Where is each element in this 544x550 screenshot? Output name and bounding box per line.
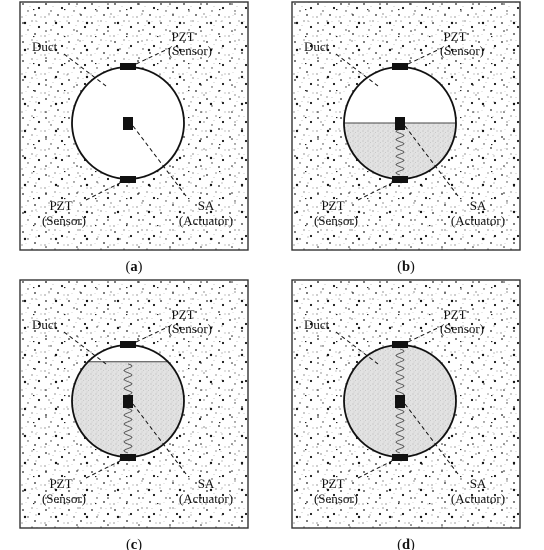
duct-leader xyxy=(335,331,379,365)
stress-wave-path xyxy=(123,363,133,454)
pzt-bottom-label: PZT xyxy=(321,476,344,491)
pzt-top-label: PZT xyxy=(443,29,466,44)
pzt-bottom-leader xyxy=(357,182,393,201)
pzt-bottom-leader xyxy=(85,182,121,201)
panel-d: DuctPZT(Sensor)PZT(Sensor)SA(Actuator)(d… xyxy=(291,279,521,550)
pzt-sensor-top xyxy=(120,341,136,348)
caption-d: (d) xyxy=(397,537,415,550)
pzt-top-label: PZT xyxy=(443,307,466,322)
panel-b: DuctPZT(Sensor)PZT(Sensor)SA(Actuator)(b… xyxy=(291,1,521,275)
pzt-sensor-bottom xyxy=(120,176,136,183)
stress-wave-path xyxy=(395,124,405,176)
duct-label: Duct xyxy=(304,39,330,54)
pzt-top-sensor-label: (Sensor) xyxy=(440,321,484,336)
sa-actuator xyxy=(123,117,133,130)
pzt-top-leader xyxy=(407,47,443,65)
sa-actuator-label: (Actuator) xyxy=(179,213,233,228)
duct-leader xyxy=(63,331,107,365)
sa-leader xyxy=(404,403,459,475)
pzt-sensor-top xyxy=(120,63,136,70)
sa-actuator xyxy=(395,117,405,130)
pzt-top-label: PZT xyxy=(171,29,194,44)
pzt-sensor-bottom xyxy=(120,454,136,461)
panel-a: DuctPZT(Sensor)PZT(Sensor)SA(Actuator)(a… xyxy=(19,1,249,275)
pzt-top-leader xyxy=(135,47,171,65)
pzt-top-leader xyxy=(407,325,443,343)
sa-leader xyxy=(132,403,187,475)
pzt-sensor-bottom xyxy=(392,454,408,461)
pzt-top-sensor-label: (Sensor) xyxy=(440,43,484,58)
pzt-bottom-label: PZT xyxy=(321,198,344,213)
caption-b: (b) xyxy=(397,259,415,275)
pzt-sensor-top xyxy=(392,63,408,70)
caption-c: (c) xyxy=(126,537,142,550)
pzt-bottom-sensor-label: (Sensor) xyxy=(42,213,86,228)
pzt-bottom-sensor-label: (Sensor) xyxy=(314,491,358,506)
pzt-bottom-sensor-label: (Sensor) xyxy=(42,491,86,506)
pzt-bottom-leader xyxy=(85,460,121,479)
panel-c: DuctPZT(Sensor)PZT(Sensor)SA(Actuator)(c… xyxy=(19,279,249,550)
pzt-sensor-bottom xyxy=(392,176,408,183)
sa-actuator xyxy=(395,395,405,408)
sa-label: SA xyxy=(470,476,487,491)
sa-leader xyxy=(404,125,459,197)
pzt-top-sensor-label: (Sensor) xyxy=(168,321,212,336)
pzt-top-leader xyxy=(135,325,171,343)
duct-leader xyxy=(63,53,107,87)
sa-actuator-label: (Actuator) xyxy=(451,491,505,506)
sa-actuator-label: (Actuator) xyxy=(451,213,505,228)
duct-label: Duct xyxy=(32,39,58,54)
sa-actuator-label: (Actuator) xyxy=(179,491,233,506)
duct-label: Duct xyxy=(32,317,58,332)
pzt-bottom-leader xyxy=(357,460,393,479)
pzt-bottom-label: PZT xyxy=(49,198,72,213)
caption-a: (a) xyxy=(126,259,143,275)
sa-label: SA xyxy=(198,198,215,213)
pzt-bottom-label: PZT xyxy=(49,476,72,491)
sa-leader xyxy=(132,125,187,197)
sa-actuator xyxy=(123,395,133,408)
grout-fill xyxy=(72,361,184,457)
pzt-bottom-sensor-label: (Sensor) xyxy=(314,213,358,228)
duct-leader xyxy=(335,53,379,87)
sa-label: SA xyxy=(470,198,487,213)
pzt-sensor-top xyxy=(392,341,408,348)
duct-label: Duct xyxy=(304,317,330,332)
pzt-top-label: PZT xyxy=(171,307,194,322)
sa-label: SA xyxy=(198,476,215,491)
pzt-top-sensor-label: (Sensor) xyxy=(168,43,212,58)
